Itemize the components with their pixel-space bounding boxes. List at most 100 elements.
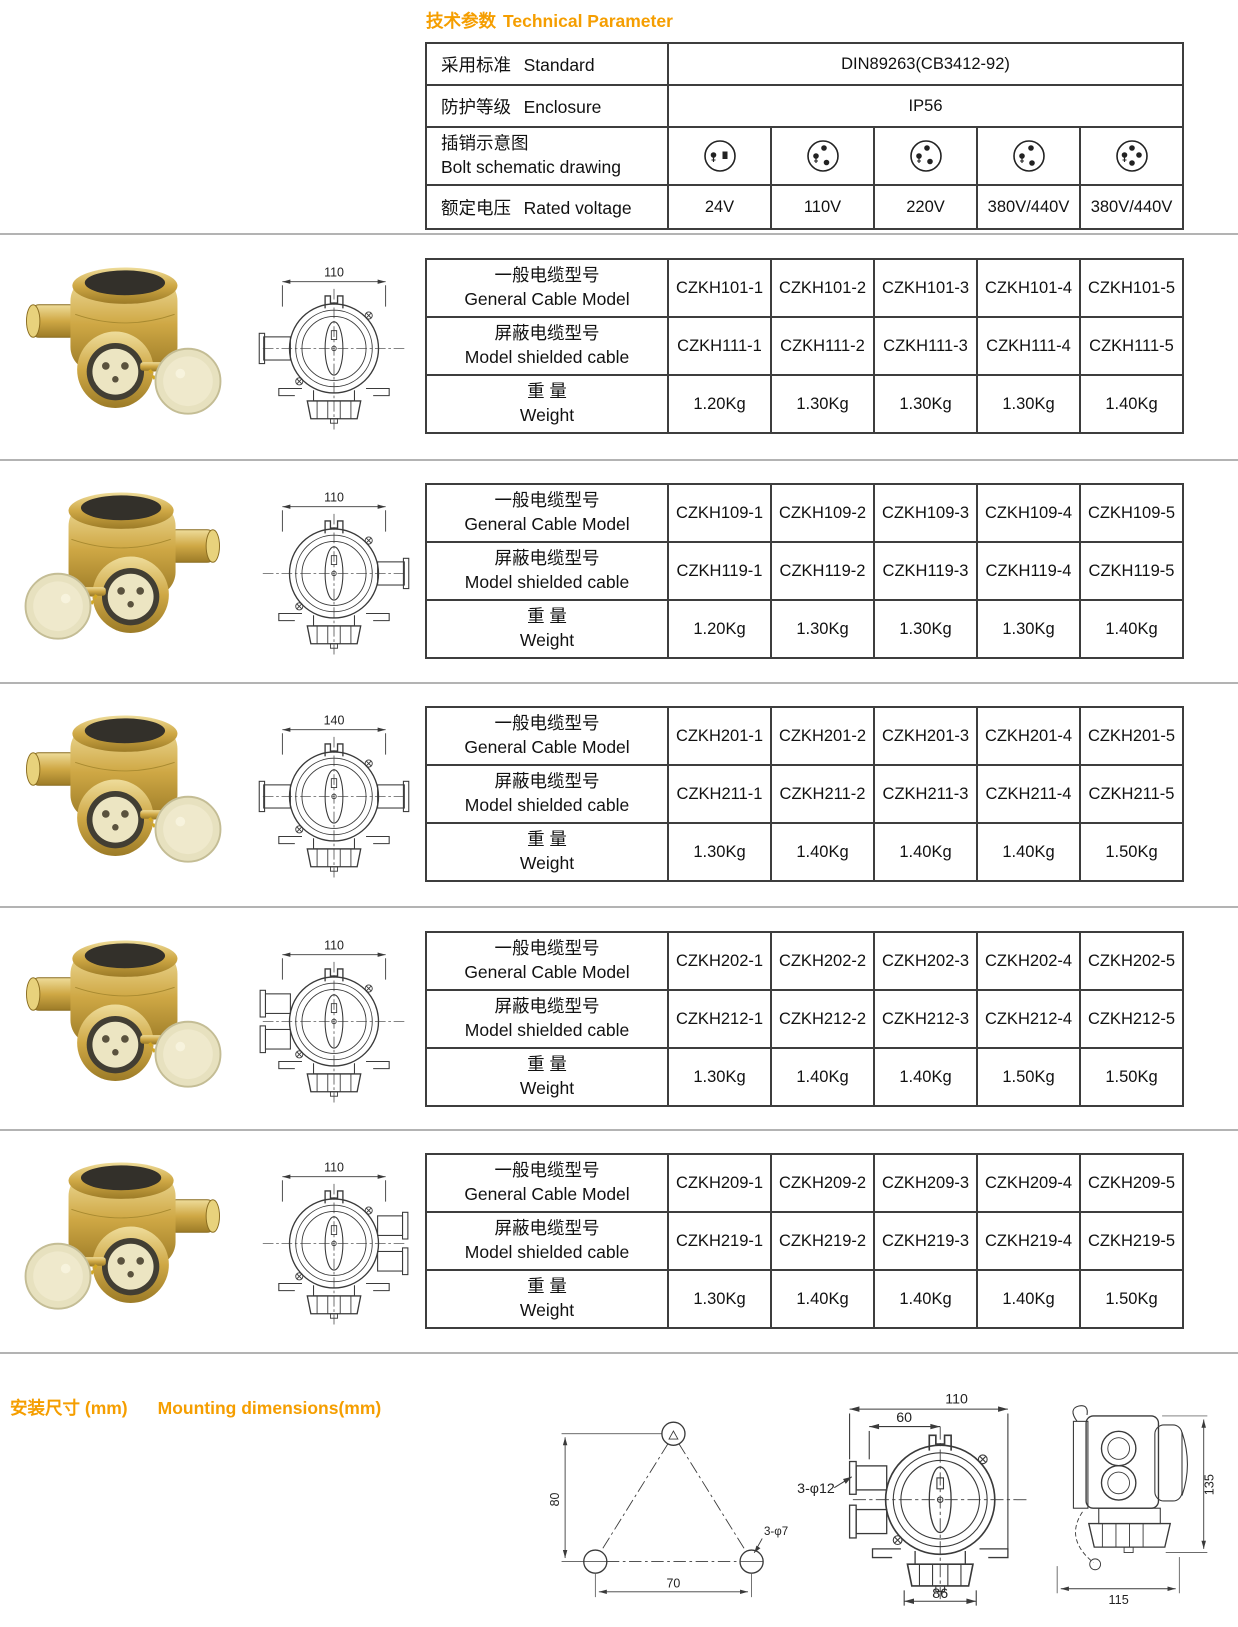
separator [0,1352,1238,1354]
pin-3-icon [806,140,839,172]
product-photo [24,1161,221,1311]
weight-cell: 1.40Kg [1079,599,1184,659]
shielded-model-cell: CZKH211-5 [1079,764,1184,824]
dimension-label: 110 [324,1160,344,1174]
voltage-cell: 24V [667,184,772,230]
dimension-drawing: 110 [262,1160,409,1326]
shielded-model-cell: CZKH212-1 [667,989,772,1049]
general-model-cell: CZKH109-2 [770,483,875,543]
shielded-model-cell: CZKH212-5 [1079,989,1184,1049]
general-model-cell: CZKH109-3 [873,483,978,543]
shielded-model-cell: CZKH219-2 [770,1211,875,1271]
mounting-title: 安装尺寸 (mm) Mounting dimensions(mm) [10,1390,381,1421]
shielded-model-cell: CZKH119-3 [873,541,978,601]
product-section-2: 110 一般电缆型号 General Cable Model CZKH109-1… [0,480,1238,659]
shielded-model-cell: CZKH111-5 [1079,316,1184,376]
general-model-cell: CZKH209-5 [1079,1153,1184,1213]
mounting-front-drawing: 110 60 3-φ12 86 [797,1392,1029,1606]
standard-row-label: 采用标准 Standard [425,42,669,86]
shielded-model-row: 屏蔽电缆型号 Model shielded cable CZKH119-1 CZ… [425,541,1184,601]
shielded-model-cell: CZKH119-1 [667,541,772,601]
weight-cell: 1.30Kg [976,599,1081,659]
shielded-model-cell: CZKH211-1 [667,764,772,824]
shielded-model-row: 屏蔽电缆型号 Model shielded cable CZKH211-1 CZ… [425,764,1184,824]
shielded-model-cell: CZKH219-1 [667,1211,772,1271]
general-model-row: 一般电缆型号 General Cable Model CZKH202-1 CZK… [425,931,1184,991]
row-label-weight: 重 量 Weight [425,1269,669,1329]
dimension-drawing: 110 [262,490,410,656]
general-model-cell: CZKH202-3 [873,931,978,991]
general-model-cell: CZKH109-1 [667,483,772,543]
row-label-weight: 重 量 Weight [425,599,669,659]
dimension-drawing: 110 [258,265,406,431]
pin-diagram-3pin [770,126,875,186]
general-model-cell: CZKH202-5 [1079,931,1184,991]
pin-4-icon [1115,140,1148,172]
mounting-triangle-drawing: 80 70 3-φ7 [548,1421,788,1598]
front-offset-label: 60 [896,1410,912,1426]
shielded-model-cell: CZKH212-2 [770,989,875,1049]
weight-row: 重 量 Weight 1.20Kg 1.30Kg 1.30Kg 1.30Kg 1… [425,374,1184,434]
separator [0,682,1238,684]
general-model-cell: CZKH101-5 [1079,258,1184,318]
shielded-model-cell: CZKH212-4 [976,989,1081,1049]
product-photo [25,939,222,1089]
side-height-label: 135 [1203,1474,1217,1495]
general-model-cell: CZKH201-5 [1079,706,1184,766]
dimension-label: 110 [324,490,344,504]
pin-2-icon [703,140,736,172]
row-label-general: 一般电缆型号 General Cable Model [425,258,669,318]
product-table: 一般电缆型号 General Cable Model CZKH101-1 CZK… [425,258,1184,434]
general-model-row: 一般电缆型号 General Cable Model CZKH209-1 CZK… [425,1153,1184,1213]
front-overall-label: 110 [945,1392,968,1408]
weight-cell: 1.30Kg [667,1269,772,1329]
enclosure-row-label: 防护等级 Enclosure [425,84,669,128]
row-label-weight: 重 量 Weight [425,1047,669,1107]
weight-cell: 1.30Kg [770,599,875,659]
weight-cell: 1.40Kg [770,1047,875,1107]
weight-cell: 1.50Kg [976,1047,1081,1107]
general-model-row: 一般电缆型号 General Cable Model CZKH101-1 CZK… [425,258,1184,318]
weight-cell: 1.30Kg [770,374,875,434]
pin-3-icon [909,140,942,172]
general-model-cell: CZKH202-4 [976,931,1081,991]
weight-row: 重 量 Weight 1.30Kg 1.40Kg 1.40Kg 1.50Kg 1… [425,1047,1184,1107]
row-label-general: 一般电缆型号 General Cable Model [425,706,669,766]
triangle-holes-label: 3-φ7 [764,1526,788,1538]
general-model-cell: CZKH202-2 [770,931,875,991]
voltage-row-label: 额定电压 Rated voltage [425,184,669,230]
pin-diagram-2pin [667,126,772,186]
general-model-cell: CZKH202-1 [667,931,772,991]
separator [0,1129,1238,1131]
weight-cell: 1.50Kg [1079,822,1184,882]
row-label-weight: 重 量 Weight [425,374,669,434]
standard-value: DIN89263(CB3412-92) [666,42,1185,86]
pin-diagram-3pin [976,126,1081,186]
weight-cell: 1.50Kg [1079,1047,1184,1107]
general-model-cell: CZKH209-2 [770,1153,875,1213]
product-section-4: 110 一般电缆型号 General Cable Model CZKH202-1… [0,928,1238,1107]
shielded-model-cell: CZKH211-4 [976,764,1081,824]
mounting-title-zh: 安装尺寸 (mm) [10,1398,128,1418]
side-width-label: 115 [1109,1593,1129,1607]
general-model-row: 一般电缆型号 General Cable Model CZKH109-1 CZK… [425,483,1184,543]
weight-cell: 1.30Kg [976,374,1081,434]
weight-cell: 1.20Kg [667,374,772,434]
voltage-cell: 220V [873,184,978,230]
weight-cell: 1.30Kg [667,822,772,882]
shielded-model-cell: CZKH211-3 [873,764,978,824]
weight-row: 重 量 Weight 1.20Kg 1.30Kg 1.30Kg 1.30Kg 1… [425,599,1184,659]
general-model-cell: CZKH209-1 [667,1153,772,1213]
shielded-model-cell: CZKH119-2 [770,541,875,601]
row-label-general: 一般电缆型号 General Cable Model [425,483,669,543]
general-model-cell: CZKH101-1 [667,258,772,318]
dimension-label: 110 [324,938,344,952]
general-model-cell: CZKH201-1 [667,706,772,766]
weight-row: 重 量 Weight 1.30Kg 1.40Kg 1.40Kg 1.40Kg 1… [425,822,1184,882]
row-label-shielded: 屏蔽电缆型号 Model shielded cable [425,316,669,376]
row-label-shielded: 屏蔽电缆型号 Model shielded cable [425,764,669,824]
shielded-model-cell: CZKH219-4 [976,1211,1081,1271]
product-photo [25,266,222,416]
product-table: 一般电缆型号 General Cable Model CZKH201-1 CZK… [425,706,1184,882]
